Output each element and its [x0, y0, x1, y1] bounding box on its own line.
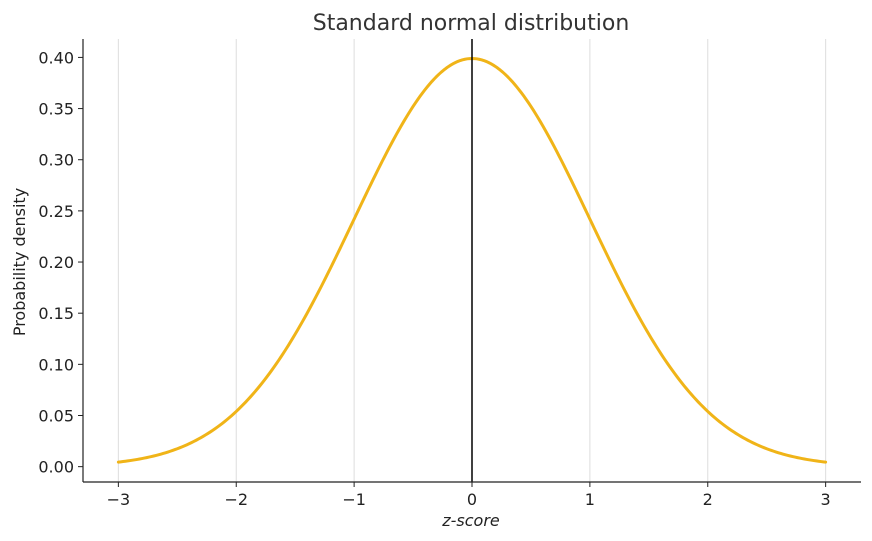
- x-tick-label: 3: [821, 490, 831, 509]
- y-tick-label: 0.35: [38, 100, 74, 119]
- x-tick-label: −2: [224, 490, 248, 509]
- y-axis-label: Probability density: [10, 188, 29, 336]
- y-tick-label: 0.05: [38, 406, 74, 425]
- y-tick-label: 0.00: [38, 458, 74, 477]
- x-ticks: −3 −2 −1 0 1 2 3: [107, 482, 831, 509]
- y-tick-label: 0.25: [38, 202, 74, 221]
- x-tick-label: 1: [585, 490, 595, 509]
- y-tick-label: 0.40: [38, 48, 74, 67]
- y-tick-label: 0.15: [38, 304, 74, 323]
- chart-title: Standard normal distribution: [313, 11, 630, 36]
- x-tick-label: 0: [467, 490, 477, 509]
- x-axis-label: z-score: [441, 511, 500, 530]
- y-tick-label: 0.10: [38, 355, 74, 374]
- y-tick-label: 0.20: [38, 253, 74, 272]
- x-tick-label: 2: [703, 490, 713, 509]
- y-ticks: 0.00 0.05 0.10 0.15 0.20 0.25 0.30 0.35 0.40: [38, 48, 83, 477]
- y-tick-label: 0.30: [38, 151, 74, 170]
- x-tick-label: −3: [107, 490, 131, 509]
- x-tick-label: −1: [342, 490, 366, 509]
